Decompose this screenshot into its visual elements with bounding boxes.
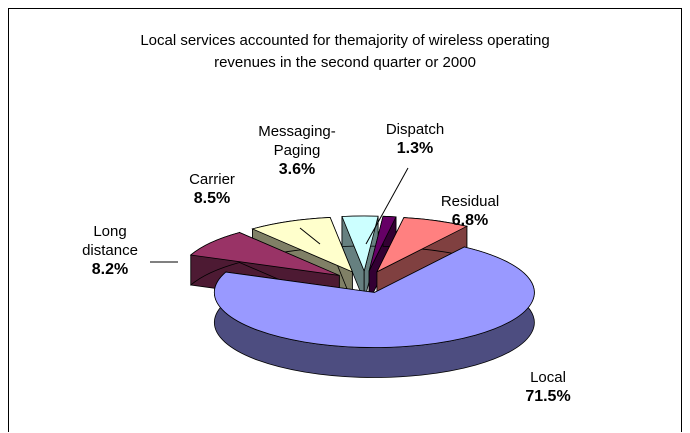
leader-line bbox=[299, 227, 321, 245]
value-label: 8.5% bbox=[193, 190, 231, 207]
category-label: Messaging-Paging bbox=[258, 123, 336, 159]
slices bbox=[189, 215, 535, 378]
data-label: Long distance 8.2% bbox=[65, 222, 155, 279]
slice bbox=[251, 217, 354, 273]
value-label: 1.3% bbox=[396, 140, 434, 157]
value-label: 3.6% bbox=[278, 161, 316, 178]
chart-frame bbox=[8, 8, 682, 432]
value-label: 6.8% bbox=[451, 212, 489, 229]
slice bbox=[341, 215, 379, 273]
category-label: Local bbox=[530, 369, 566, 386]
slice bbox=[213, 246, 535, 348]
slice bbox=[376, 217, 469, 273]
value-label: 8.2% bbox=[91, 261, 129, 278]
leader-lines bbox=[150, 167, 409, 263]
category-label: Dispatch bbox=[385, 121, 445, 138]
data-label: Dispatch 1.3% bbox=[375, 120, 455, 158]
chart-title: Local services accounted for themajority… bbox=[140, 32, 550, 71]
slice bbox=[189, 232, 340, 276]
category-label: Carrier bbox=[189, 171, 235, 188]
data-label: Local 71.5% bbox=[508, 368, 588, 406]
leader-line bbox=[365, 167, 409, 245]
data-label: Messaging-Paging 3.6% bbox=[242, 122, 352, 179]
slice bbox=[368, 215, 397, 272]
data-label: Carrier 8.5% bbox=[177, 170, 247, 208]
data-label: Residual 6.8% bbox=[430, 192, 510, 230]
category-label: Long distance bbox=[82, 223, 138, 259]
category-label: Residual bbox=[440, 193, 500, 210]
value-label: 71.5% bbox=[525, 388, 571, 405]
